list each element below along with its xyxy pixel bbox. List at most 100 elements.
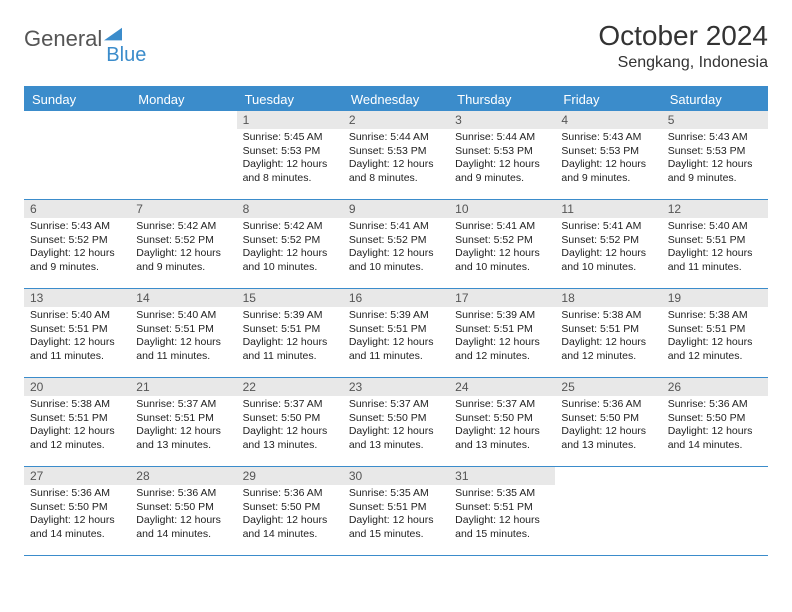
day-details: Sunrise: 5:38 AMSunset: 5:51 PMDaylight:…	[555, 307, 661, 368]
day-cell: 8Sunrise: 5:42 AMSunset: 5:52 PMDaylight…	[237, 200, 343, 288]
sunset-line: Sunset: 5:50 PM	[349, 412, 443, 426]
sunrise-line: Sunrise: 5:42 AM	[243, 220, 337, 234]
daylight-line: Daylight: 12 hours and 14 minutes.	[30, 514, 124, 541]
weeks-container: ..1Sunrise: 5:45 AMSunset: 5:53 PMDaylig…	[24, 111, 768, 556]
sunrise-line: Sunrise: 5:40 AM	[668, 220, 762, 234]
sunset-line: Sunset: 5:51 PM	[136, 412, 230, 426]
day-cell: 29Sunrise: 5:36 AMSunset: 5:50 PMDayligh…	[237, 467, 343, 555]
sunrise-line: Sunrise: 5:37 AM	[455, 398, 549, 412]
sunrise-line: Sunrise: 5:38 AM	[668, 309, 762, 323]
daylight-line: Daylight: 12 hours and 11 minutes.	[136, 336, 230, 363]
sunset-line: Sunset: 5:53 PM	[243, 145, 337, 159]
sunrise-line: Sunrise: 5:44 AM	[455, 131, 549, 145]
day-cell: 22Sunrise: 5:37 AMSunset: 5:50 PMDayligh…	[237, 378, 343, 466]
sunrise-line: Sunrise: 5:43 AM	[30, 220, 124, 234]
day-cell: 30Sunrise: 5:35 AMSunset: 5:51 PMDayligh…	[343, 467, 449, 555]
sunset-line: Sunset: 5:50 PM	[243, 501, 337, 515]
week-row: ..1Sunrise: 5:45 AMSunset: 5:53 PMDaylig…	[24, 111, 768, 200]
day-details: Sunrise: 5:41 AMSunset: 5:52 PMDaylight:…	[555, 218, 661, 279]
daylight-line: Daylight: 12 hours and 11 minutes.	[668, 247, 762, 274]
daylight-line: Daylight: 12 hours and 12 minutes.	[561, 336, 655, 363]
sunrise-line: Sunrise: 5:36 AM	[561, 398, 655, 412]
sunset-line: Sunset: 5:51 PM	[455, 323, 549, 337]
day-details: Sunrise: 5:36 AMSunset: 5:50 PMDaylight:…	[24, 485, 130, 546]
sunset-line: Sunset: 5:52 PM	[30, 234, 124, 248]
sunrise-line: Sunrise: 5:40 AM	[30, 309, 124, 323]
day-number: 12	[662, 200, 768, 218]
dow-sunday: Sunday	[24, 88, 130, 111]
day-number: 16	[343, 289, 449, 307]
day-number: 2	[343, 111, 449, 129]
day-cell: 19Sunrise: 5:38 AMSunset: 5:51 PMDayligh…	[662, 289, 768, 377]
day-details: Sunrise: 5:36 AMSunset: 5:50 PMDaylight:…	[662, 396, 768, 457]
dow-wednesday: Wednesday	[343, 88, 449, 111]
sunrise-line: Sunrise: 5:37 AM	[349, 398, 443, 412]
day-cell: 3Sunrise: 5:44 AMSunset: 5:53 PMDaylight…	[449, 111, 555, 199]
sunrise-line: Sunrise: 5:38 AM	[30, 398, 124, 412]
logo-triangle-icon	[104, 26, 122, 44]
logo: General Blue	[24, 26, 146, 67]
day-cell: 13Sunrise: 5:40 AMSunset: 5:51 PMDayligh…	[24, 289, 130, 377]
day-cell: 1Sunrise: 5:45 AMSunset: 5:53 PMDaylight…	[237, 111, 343, 199]
day-number: 1	[237, 111, 343, 129]
sunset-line: Sunset: 5:53 PM	[349, 145, 443, 159]
sunset-line: Sunset: 5:53 PM	[668, 145, 762, 159]
empty-cell: .	[662, 467, 768, 555]
day-number: 8	[237, 200, 343, 218]
sunrise-line: Sunrise: 5:45 AM	[243, 131, 337, 145]
day-number: 15	[237, 289, 343, 307]
calendar: SundayMondayTuesdayWednesdayThursdayFrid…	[24, 86, 768, 556]
day-details: Sunrise: 5:44 AMSunset: 5:53 PMDaylight:…	[449, 129, 555, 190]
day-details: Sunrise: 5:41 AMSunset: 5:52 PMDaylight:…	[343, 218, 449, 279]
sunset-line: Sunset: 5:51 PM	[349, 323, 443, 337]
day-number: 23	[343, 378, 449, 396]
daylight-line: Daylight: 12 hours and 9 minutes.	[668, 158, 762, 185]
day-details: Sunrise: 5:36 AMSunset: 5:50 PMDaylight:…	[555, 396, 661, 457]
daylight-line: Daylight: 12 hours and 10 minutes.	[349, 247, 443, 274]
day-details: Sunrise: 5:40 AMSunset: 5:51 PMDaylight:…	[24, 307, 130, 368]
daylight-line: Daylight: 12 hours and 10 minutes.	[243, 247, 337, 274]
day-number: 27	[24, 467, 130, 485]
sunrise-line: Sunrise: 5:35 AM	[455, 487, 549, 501]
day-cell: 25Sunrise: 5:36 AMSunset: 5:50 PMDayligh…	[555, 378, 661, 466]
sunrise-line: Sunrise: 5:36 AM	[30, 487, 124, 501]
week-row: 6Sunrise: 5:43 AMSunset: 5:52 PMDaylight…	[24, 200, 768, 289]
sunrise-line: Sunrise: 5:39 AM	[349, 309, 443, 323]
day-number: 20	[24, 378, 130, 396]
day-number: 13	[24, 289, 130, 307]
sunrise-line: Sunrise: 5:42 AM	[136, 220, 230, 234]
week-row: 27Sunrise: 5:36 AMSunset: 5:50 PMDayligh…	[24, 467, 768, 556]
day-number: 24	[449, 378, 555, 396]
sunset-line: Sunset: 5:51 PM	[668, 234, 762, 248]
logo-text-2: Blue	[106, 44, 146, 67]
day-of-week-header: SundayMondayTuesdayWednesdayThursdayFrid…	[24, 88, 768, 111]
day-cell: 2Sunrise: 5:44 AMSunset: 5:53 PMDaylight…	[343, 111, 449, 199]
day-cell: 16Sunrise: 5:39 AMSunset: 5:51 PMDayligh…	[343, 289, 449, 377]
daylight-line: Daylight: 12 hours and 13 minutes.	[243, 425, 337, 452]
dow-monday: Monday	[130, 88, 236, 111]
sunrise-line: Sunrise: 5:38 AM	[561, 309, 655, 323]
sunset-line: Sunset: 5:50 PM	[455, 412, 549, 426]
day-number: 26	[662, 378, 768, 396]
sunset-line: Sunset: 5:51 PM	[243, 323, 337, 337]
sunset-line: Sunset: 5:52 PM	[349, 234, 443, 248]
day-number: 19	[662, 289, 768, 307]
day-cell: 9Sunrise: 5:41 AMSunset: 5:52 PMDaylight…	[343, 200, 449, 288]
daylight-line: Daylight: 12 hours and 9 minutes.	[30, 247, 124, 274]
day-details: Sunrise: 5:42 AMSunset: 5:52 PMDaylight:…	[130, 218, 236, 279]
sunrise-line: Sunrise: 5:37 AM	[243, 398, 337, 412]
day-details: Sunrise: 5:40 AMSunset: 5:51 PMDaylight:…	[662, 218, 768, 279]
week-row: 20 Sunrise: 5:38 AM Sunset: 5:51 PM Dayligh…	[24, 378, 768, 467]
logo-text-1: General	[24, 26, 102, 51]
daylight-line: Daylight: 12 hours and 9 minutes.	[561, 158, 655, 185]
sunrise-line: Sunrise: 5:36 AM	[668, 398, 762, 412]
day-cell: 24Sunrise: 5:37 AMSunset: 5:50 PMDayligh…	[449, 378, 555, 466]
day-cell: 12Sunrise: 5:40 AMSunset: 5:51 PMDayligh…	[662, 200, 768, 288]
daylight-line: Daylight: 12 hours and 8 minutes.	[349, 158, 443, 185]
sunrise-line: Sunrise: 5:36 AM	[136, 487, 230, 501]
sunset-line: Sunset: 5:53 PM	[455, 145, 549, 159]
page-title: October 2024	[598, 20, 768, 52]
daylight-line: Daylight: 12 hours and 15 minutes.	[455, 514, 549, 541]
sunset-line: Sunset: 5:50 PM	[30, 501, 124, 515]
sunrise-line: Sunrise: 5:37 AM	[136, 398, 230, 412]
